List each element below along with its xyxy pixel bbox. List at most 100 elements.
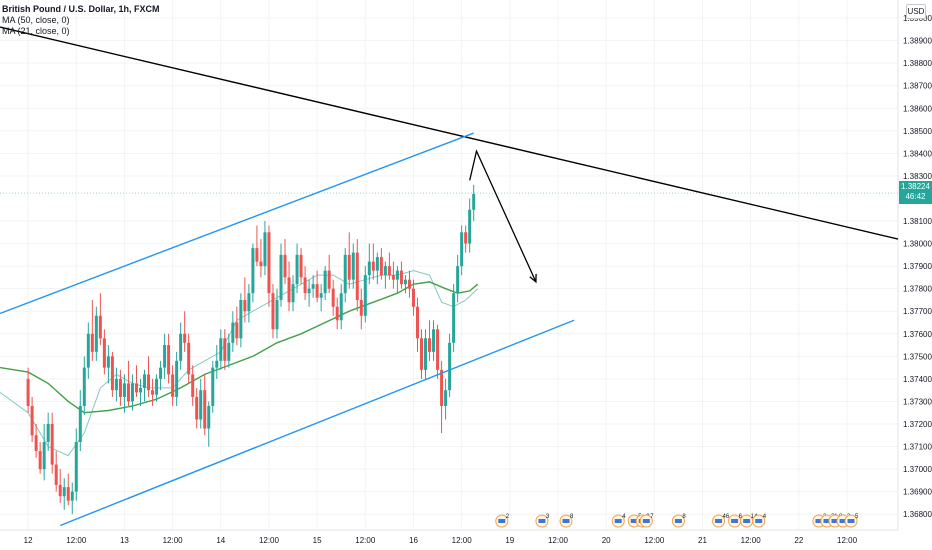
candle-body: [187, 342, 191, 375]
price-tick-label: 1.37500: [903, 352, 932, 361]
time-tick-label: 12:00: [163, 536, 184, 545]
candle-body: [295, 254, 299, 285]
candle-body: [231, 322, 235, 343]
time-tick-label: 12: [24, 536, 33, 545]
channel-upper-line: [0, 132, 474, 315]
candle-body: [239, 299, 243, 339]
candle-body: [155, 378, 159, 395]
candle-body: [98, 315, 102, 339]
candle-body: [403, 279, 407, 285]
candle-body: [315, 284, 319, 298]
time-tick-label: 20: [602, 536, 611, 545]
candle-body: [159, 367, 163, 379]
candle-body: [299, 254, 303, 278]
candle-body: [335, 306, 339, 321]
price-tick-label: 1.37400: [903, 375, 932, 384]
event-flag-stripe: [538, 519, 546, 523]
candle-body: [255, 248, 259, 262]
event-count: 4: [622, 514, 626, 520]
time-tick-label: 12:00: [548, 536, 569, 545]
time-tick-label: 12:00: [452, 536, 473, 545]
candle-body: [311, 284, 315, 289]
candle-body: [223, 338, 227, 361]
candle-body: [207, 405, 211, 429]
time-tick-label: 12:00: [741, 536, 762, 545]
ma21-legend[interactable]: MA (21, close, 0): [2, 26, 70, 36]
ma50-legend[interactable]: MA (50, close, 0): [2, 15, 70, 25]
candle-body: [42, 442, 46, 470]
price-tick-label: 1.37200: [903, 420, 932, 429]
candle-body: [367, 261, 371, 276]
drawings: [0, 26, 899, 527]
time-tick-label: 12:00: [355, 536, 376, 545]
candle-body: [440, 369, 444, 406]
candle-body: [468, 209, 472, 244]
moving-averages: [0, 270, 479, 457]
event-count: 8: [570, 514, 574, 520]
candle-body: [195, 396, 199, 420]
channel-lower-line: [59, 319, 575, 527]
candle-body: [94, 315, 98, 352]
price-tick-label: 1.38500: [903, 127, 932, 136]
candle-body: [424, 338, 428, 370]
candle-body: [263, 232, 267, 267]
candle-body: [102, 338, 106, 368]
candle-body: [38, 451, 42, 470]
candle-body: [411, 288, 415, 307]
candle-body: [283, 254, 287, 278]
event-flag-stripe: [815, 519, 823, 523]
candle-body: [387, 266, 391, 276]
candle-body: [86, 333, 90, 368]
candle-body: [323, 270, 327, 294]
candle-body: [279, 254, 283, 300]
candle-body: [383, 266, 387, 276]
candle-body: [452, 293, 456, 343]
candle-body: [179, 333, 183, 361]
price-tick-label: 1.38600: [903, 104, 932, 113]
candle-body: [110, 356, 114, 391]
time-tick-label: 21: [698, 536, 707, 545]
candle-body: [407, 279, 411, 289]
event-count: 46: [723, 514, 730, 520]
event-flag-stripe: [674, 519, 682, 523]
candle-body: [343, 254, 347, 294]
price-tick-label: 1.38100: [903, 217, 932, 226]
price-axis[interactable]: 1.390001.389001.388001.387001.386001.385…: [903, 14, 932, 519]
time-tick-label: 22: [794, 536, 803, 545]
candle-body: [291, 284, 295, 303]
candle-body: [448, 342, 452, 391]
resistance-trendline: [0, 26, 899, 240]
candle-body: [379, 257, 383, 276]
candle-body: [167, 345, 171, 375]
candle-body: [118, 378, 122, 397]
currency-button[interactable]: USD: [906, 4, 926, 19]
candle-body: [54, 464, 58, 485]
candle-body: [134, 383, 138, 393]
candle-body: [114, 378, 118, 391]
event-count: 7: [650, 514, 654, 520]
event-flag-stripe: [743, 519, 751, 523]
event-flag-stripe: [562, 519, 570, 523]
last-price-tag: 1.38224 46:42: [899, 181, 932, 204]
candle-body: [420, 338, 424, 370]
price-tick-label: 1.37900: [903, 262, 932, 271]
event-flag-stripe: [715, 519, 723, 523]
time-axis[interactable]: 12 12:00 13 12:00 14 12:00 15 12:00 16 12:00 19 12:…: [24, 536, 858, 545]
price-tick-label: 1.38400: [903, 149, 932, 158]
symbol-title[interactable]: British Pound / U.S. Dollar, 1h, FXCM: [2, 4, 160, 14]
event-count: 8: [682, 514, 686, 520]
candle-body: [359, 299, 363, 316]
candle-body: [199, 390, 203, 420]
price-tick-label: 1.37800: [903, 285, 932, 294]
candle-body: [122, 383, 126, 397]
price-tick-label: 1.38800: [903, 59, 932, 68]
candle-body: [399, 270, 403, 285]
candle-body: [171, 374, 175, 397]
candles: [26, 184, 476, 515]
time-tick-label: 19: [505, 536, 514, 545]
chart-legend: British Pound / U.S. Dollar, 1h, FXCM MA…: [2, 4, 160, 37]
candle-body: [247, 293, 251, 312]
price-tick-label: 1.38000: [903, 240, 932, 249]
event-flag-stripe: [831, 519, 839, 523]
